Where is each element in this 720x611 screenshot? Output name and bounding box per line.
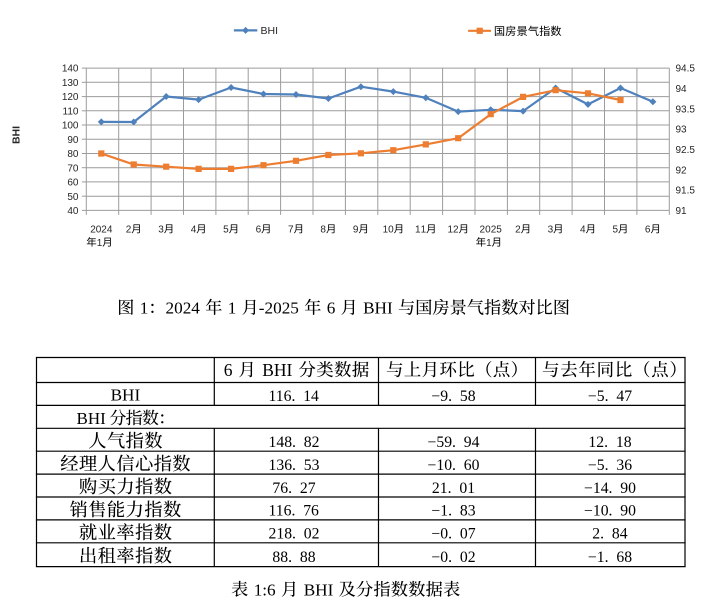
- svg-text:−10. 60: −10. 60: [428, 457, 480, 474]
- svg-text:BHI: BHI: [111, 386, 141, 405]
- svg-text:−1. 83: −1. 83: [431, 503, 475, 520]
- svg-text:2: 2: [480, 225, 486, 236]
- svg-text:7: 7: [288, 225, 294, 236]
- svg-text:93.5: 93.5: [676, 104, 696, 115]
- svg-text:94.5: 94.5: [676, 64, 696, 75]
- svg-text:−10. 90: −10. 90: [584, 503, 636, 520]
- svg-text:−0. 07: −0. 07: [431, 526, 475, 543]
- svg-text:136. 53: 136. 53: [269, 457, 320, 474]
- svg-text:5: 5: [613, 225, 619, 236]
- svg-text:6: 6: [645, 225, 651, 236]
- svg-text:120: 120: [62, 92, 79, 103]
- svg-text:70: 70: [67, 163, 79, 174]
- svg-text:92.5: 92.5: [676, 145, 696, 156]
- svg-text:3: 3: [158, 225, 164, 236]
- svg-text:−9. 58: −9. 58: [431, 388, 475, 405]
- svg-text:60: 60: [67, 178, 79, 189]
- svg-text:0: 0: [388, 225, 394, 236]
- svg-text:2. 84: 2. 84: [592, 526, 627, 543]
- svg-text:BHI: BHI: [11, 126, 23, 144]
- svg-text:−0. 02: −0. 02: [431, 549, 475, 566]
- svg-text:90: 90: [67, 135, 79, 146]
- svg-text:1:6: 1:6: [254, 580, 276, 599]
- svg-text:6: 6: [327, 299, 336, 318]
- svg-text:8: 8: [320, 225, 326, 236]
- svg-text:80: 80: [67, 149, 79, 160]
- svg-text:BHI: BHI: [262, 360, 292, 380]
- svg-text:2: 2: [515, 225, 521, 236]
- svg-text:148. 82: 148. 82: [269, 434, 320, 451]
- svg-text:BHI: BHI: [77, 409, 107, 428]
- svg-text:4: 4: [580, 225, 586, 236]
- svg-text:−59. 94: −59. 94: [428, 434, 480, 451]
- svg-text:116. 76: 116. 76: [269, 503, 320, 520]
- svg-text:50: 50: [67, 192, 79, 203]
- svg-text:0: 0: [485, 225, 491, 236]
- svg-text:1: 1: [140, 299, 149, 318]
- svg-text:110: 110: [63, 106, 79, 117]
- svg-text:1: 1: [97, 238, 103, 249]
- svg-text:130: 130: [62, 78, 79, 89]
- svg-text:2: 2: [126, 225, 132, 236]
- svg-text:76. 27: 76. 27: [272, 480, 315, 497]
- svg-text:−5. 47: −5. 47: [588, 388, 632, 405]
- svg-text:12. 18: 12. 18: [588, 434, 631, 451]
- svg-text:218. 02: 218. 02: [269, 526, 320, 543]
- svg-text:2: 2: [90, 225, 96, 236]
- svg-text:−5. 36: −5. 36: [588, 457, 632, 474]
- svg-text:116. 14: 116. 14: [269, 388, 320, 405]
- svg-text:91.5: 91.5: [676, 186, 696, 197]
- svg-text:5: 5: [223, 225, 229, 236]
- svg-text:−1. 68: −1. 68: [588, 549, 632, 566]
- svg-text:1: 1: [415, 225, 421, 236]
- svg-text:BHI: BHI: [363, 299, 393, 318]
- svg-text:21. 01: 21. 01: [432, 480, 475, 497]
- svg-text:4: 4: [191, 225, 197, 236]
- svg-text:6: 6: [224, 360, 233, 380]
- svg-text:3: 3: [548, 225, 554, 236]
- svg-text:BHI: BHI: [261, 25, 279, 37]
- svg-text:1: 1: [383, 225, 389, 236]
- svg-text:100: 100: [62, 121, 79, 132]
- svg-text:140: 140: [62, 64, 79, 75]
- svg-text:2: 2: [453, 225, 459, 236]
- svg-text:1: 1: [448, 225, 454, 236]
- svg-text:2024: 2024: [166, 299, 201, 318]
- svg-text:2: 2: [101, 225, 107, 236]
- svg-text:-2025: -2025: [259, 299, 299, 318]
- svg-text:−14. 90: −14. 90: [584, 480, 636, 497]
- svg-text:94: 94: [676, 84, 688, 95]
- svg-text:4: 4: [107, 225, 113, 236]
- svg-text:6: 6: [256, 225, 262, 236]
- svg-text:1: 1: [486, 238, 492, 249]
- svg-text:91: 91: [676, 206, 688, 217]
- svg-text:BHI: BHI: [304, 580, 334, 599]
- svg-text:92: 92: [676, 165, 688, 176]
- svg-text:93: 93: [676, 125, 688, 136]
- svg-text:2: 2: [491, 225, 497, 236]
- svg-text:0: 0: [96, 225, 102, 236]
- svg-text:9: 9: [353, 225, 359, 236]
- svg-text:40: 40: [67, 206, 79, 217]
- svg-text:1: 1: [421, 225, 427, 236]
- svg-text:5: 5: [496, 225, 502, 236]
- svg-text:1: 1: [228, 299, 237, 318]
- svg-text:88. 88: 88. 88: [272, 549, 315, 566]
